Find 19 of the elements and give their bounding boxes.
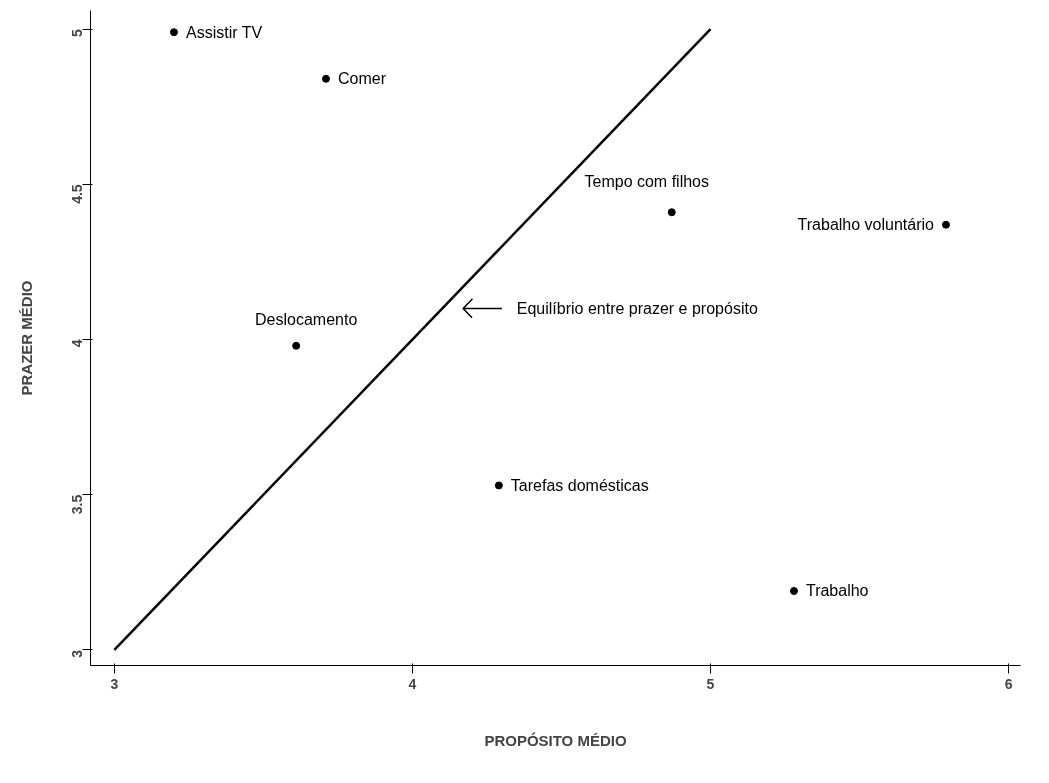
y-tick-label: 4.5 [69,184,86,204]
y-axis-title: PRAZER MÉDIO [17,280,35,396]
annotation: Comer [337,70,387,88]
y-tick-label: 3 [69,649,86,658]
annotation: Trabalho [805,582,869,600]
x-tick-label: 3 [110,675,119,692]
y-tick-label: 4 [69,339,86,348]
x-tick-label: 6 [1004,675,1013,692]
annotation: Deslocamento [255,310,358,328]
x-tick-label: 5 [706,675,715,692]
y-tick-label: 5 [69,28,86,37]
y-tick-label: 3.5 [69,494,86,515]
annotation: Equilíbrio entre prazer e propósito [516,300,758,318]
annotation: Tempo com filhos [584,173,709,191]
annotation: Tarefas domésticas [510,476,649,494]
x-tick-label: 4 [408,675,417,692]
annotation: Assistir TV [185,23,263,41]
annotation: Trabalho voluntário [797,216,935,234]
x-axis-title: PROPÓSITO MÉDIO [484,731,627,749]
